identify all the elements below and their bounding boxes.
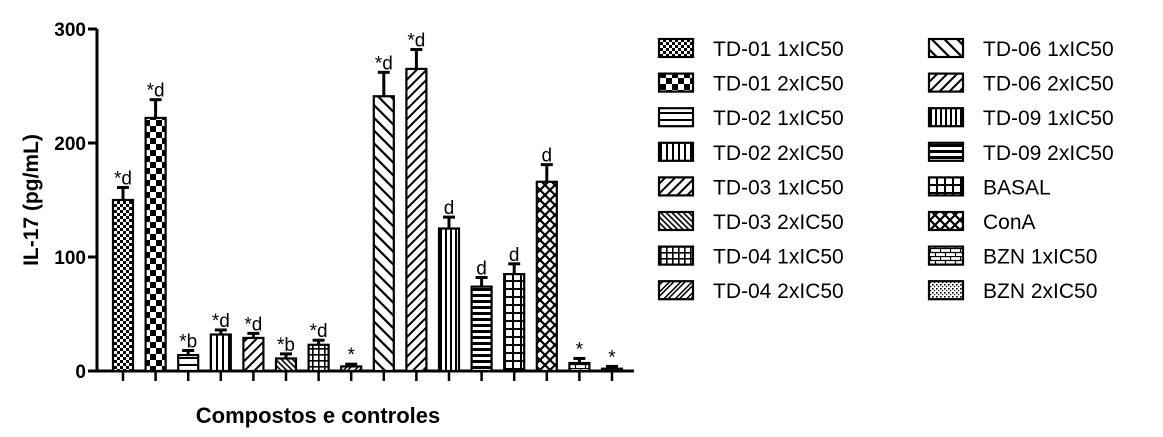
legend-label: TD-06 2xIC50	[983, 73, 1114, 96]
legend-label: TD-09 1xIC50	[983, 107, 1114, 130]
legend-label: TD-03 1xIC50	[713, 176, 844, 199]
bar-annotation: *d	[212, 311, 230, 332]
legend-label: TD-09 2xIC50	[983, 142, 1114, 165]
bar-annotation: *	[608, 347, 616, 368]
y-axis: 0 100 200 300	[54, 20, 99, 383]
y-tick-label: 300	[54, 20, 86, 41]
x-axis-label: Compostos e controles	[196, 403, 440, 428]
legend-swatch	[657, 37, 695, 59]
bar-annotation: *d	[375, 53, 393, 74]
bar-annotation: *d	[407, 31, 425, 52]
bar-annotation: *b	[277, 335, 295, 356]
legend-swatch	[657, 245, 695, 266]
legend-swatch	[927, 107, 965, 128]
y-tick-label: 200	[54, 134, 86, 155]
bar-annotation: d	[476, 259, 487, 280]
bar	[111, 198, 135, 373]
legend-label: BASAL	[983, 176, 1051, 199]
bar	[405, 67, 428, 373]
bar	[274, 357, 298, 373]
legend-label: TD-02 2xIC50	[713, 142, 844, 165]
legend-swatch	[927, 37, 965, 59]
bar	[242, 336, 265, 373]
bars: *d *d *b *d *d *b *d * *d *d d d d d * *	[111, 31, 624, 373]
bar	[340, 365, 363, 373]
legend-label: TD-04 1xIC50	[713, 246, 844, 269]
legend-label: TD-03 2xIC50	[713, 211, 844, 234]
legend-swatch	[657, 280, 695, 301]
legend-item: TD-03 1xIC50	[657, 176, 844, 199]
legend-label: TD-01 2xIC50	[713, 73, 844, 96]
bar-annotation: d	[509, 245, 520, 266]
legend-swatch	[657, 176, 695, 197]
bar	[503, 273, 526, 373]
bar	[600, 367, 624, 373]
bar	[437, 227, 461, 373]
legend-item: TD-04 1xIC50	[657, 245, 844, 269]
y-axis-label: IL-17 (pg/mL)	[20, 134, 43, 266]
bar	[307, 343, 330, 373]
legend-item: BZN 2xIC50	[927, 280, 1097, 303]
bar	[144, 116, 167, 373]
legend-swatch	[927, 210, 965, 232]
legend-item: TD-06 2xIC50	[927, 72, 1114, 96]
x-axis	[96, 369, 634, 381]
bar-annotation: *d	[310, 321, 328, 342]
bar-annotation: *d	[147, 81, 165, 102]
legend-swatch	[657, 210, 695, 232]
legend-swatch	[927, 280, 965, 301]
legend-item: TD-01 1xIC50	[657, 37, 844, 61]
legend-swatch	[657, 72, 695, 93]
legend-item: TD-04 2xIC50	[657, 280, 844, 303]
bar-annotation: *d	[114, 168, 132, 189]
y-tick-label: 100	[54, 248, 86, 269]
legend-item: TD-09 1xIC50	[927, 107, 1114, 130]
legend-swatch	[657, 107, 695, 128]
legend-label: BZN 2xIC50	[983, 280, 1097, 303]
legend-label: TD-01 1xIC50	[713, 38, 844, 61]
legend-item: ConA	[927, 210, 1036, 234]
bar-annotation: d	[444, 198, 455, 219]
bar	[535, 180, 558, 373]
y-tick-label: 0	[75, 362, 86, 383]
bar-annotation: *	[347, 345, 355, 366]
legend-swatch	[927, 176, 965, 197]
legend-swatch	[927, 141, 965, 162]
legend-label: ConA	[983, 211, 1036, 234]
bar	[568, 361, 591, 373]
bar-annotation: *b	[179, 331, 197, 352]
legend-item: TD-09 2xIC50	[927, 141, 1114, 165]
bar	[470, 285, 493, 373]
legend-item: TD-03 2xIC50	[657, 210, 844, 234]
legend-swatch	[657, 141, 695, 162]
bar-annotation: *d	[244, 314, 262, 335]
legend-item: TD-02 1xIC50	[657, 107, 844, 130]
bar-annotation: d	[542, 146, 553, 167]
bar	[209, 333, 232, 373]
legend-item: TD-01 2xIC50	[657, 72, 844, 96]
legend-label: TD-06 1xIC50	[983, 38, 1114, 61]
legend-swatch	[927, 72, 965, 93]
legend: TD-01 1xIC50 TD-01 2xIC50 TD-02 1xIC50 TD-0…	[657, 37, 1114, 303]
legend-item: BASAL	[927, 176, 1051, 199]
legend-item: TD-06 1xIC50	[927, 37, 1114, 61]
legend-item: TD-02 2xIC50	[657, 141, 844, 165]
legend-swatch	[927, 245, 965, 266]
legend-label: TD-02 1xIC50	[713, 107, 844, 130]
bar	[372, 95, 395, 373]
legend-label: BZN 1xIC50	[983, 246, 1097, 269]
bar-annotation: *	[576, 339, 584, 360]
legend-item: BZN 1xIC50	[927, 245, 1097, 269]
legend-label: TD-04 2xIC50	[713, 280, 844, 303]
bar	[177, 353, 200, 373]
